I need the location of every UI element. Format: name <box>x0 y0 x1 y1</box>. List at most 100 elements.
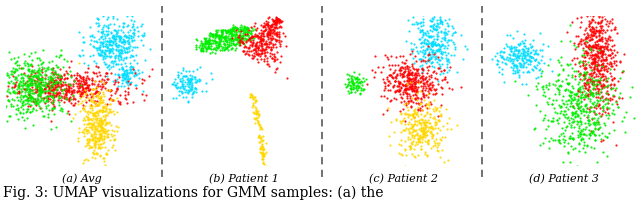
Point <box>127 54 138 58</box>
Point <box>396 87 406 90</box>
Point <box>527 69 538 72</box>
Point <box>598 106 608 109</box>
Point <box>244 37 255 40</box>
Point <box>257 152 268 155</box>
Point <box>597 105 607 109</box>
Point <box>256 147 266 150</box>
Point <box>353 86 363 90</box>
Point <box>414 37 424 41</box>
Point <box>582 51 593 54</box>
Point <box>122 77 132 81</box>
Point <box>585 90 595 93</box>
Point <box>584 21 595 25</box>
Point <box>243 29 253 32</box>
Point <box>436 51 446 54</box>
Point <box>566 125 576 129</box>
Point <box>573 129 583 132</box>
Point <box>88 136 99 139</box>
Point <box>247 95 257 99</box>
Point <box>403 99 413 102</box>
Point <box>519 45 529 48</box>
Point <box>449 43 460 46</box>
Point <box>532 63 542 67</box>
Point <box>261 42 271 45</box>
Point <box>589 123 599 126</box>
Point <box>48 78 58 81</box>
Point <box>255 189 265 193</box>
Point <box>35 107 45 110</box>
Point <box>123 74 133 77</box>
Point <box>51 125 61 129</box>
Point <box>35 72 45 75</box>
Point <box>591 43 602 47</box>
Point <box>92 84 102 88</box>
Point <box>105 38 115 42</box>
Point <box>234 25 244 28</box>
Point <box>97 41 108 45</box>
Point <box>2 95 12 98</box>
Point <box>428 108 438 111</box>
Point <box>123 81 133 84</box>
Point <box>430 124 440 127</box>
Point <box>589 70 599 74</box>
Point <box>13 66 24 70</box>
Point <box>255 148 266 151</box>
Point <box>240 52 250 56</box>
Point <box>137 33 147 36</box>
Point <box>609 10 619 13</box>
Point <box>24 107 34 110</box>
Point <box>8 66 19 69</box>
Point <box>610 88 620 91</box>
Point <box>263 45 273 48</box>
Point <box>386 121 396 124</box>
Point <box>582 78 592 82</box>
Point <box>63 99 74 102</box>
Point <box>435 20 445 24</box>
Point <box>85 43 95 46</box>
Point <box>51 87 61 90</box>
Point <box>253 205 263 206</box>
Point <box>598 83 609 86</box>
Point <box>593 70 604 73</box>
Point <box>122 35 132 39</box>
Point <box>101 43 111 46</box>
Point <box>584 132 594 135</box>
Point <box>107 60 117 63</box>
Point <box>367 69 377 72</box>
Point <box>422 47 433 50</box>
Point <box>57 95 67 98</box>
Point <box>418 120 428 123</box>
Point <box>109 37 120 40</box>
Point <box>20 126 31 129</box>
Point <box>527 45 537 48</box>
Point <box>497 54 507 57</box>
Point <box>90 126 100 130</box>
Point <box>573 102 583 105</box>
Point <box>545 136 556 139</box>
Point <box>594 80 604 84</box>
Point <box>39 84 49 87</box>
Point <box>30 80 40 83</box>
Point <box>187 81 197 84</box>
Point <box>242 28 252 32</box>
Point <box>590 104 600 108</box>
Point <box>22 75 32 78</box>
Point <box>81 76 92 79</box>
Point <box>128 68 138 71</box>
Point <box>231 30 241 34</box>
Point <box>580 55 590 59</box>
Point <box>389 130 399 133</box>
Point <box>415 84 426 88</box>
Point <box>29 81 40 85</box>
Point <box>531 77 541 80</box>
Point <box>401 94 412 97</box>
Point <box>401 83 412 87</box>
Point <box>424 86 435 89</box>
Point <box>403 73 413 76</box>
Point <box>580 167 590 171</box>
Point <box>235 38 245 42</box>
Point <box>258 153 268 156</box>
Point <box>124 42 134 45</box>
Point <box>24 93 34 97</box>
Point <box>9 90 19 93</box>
